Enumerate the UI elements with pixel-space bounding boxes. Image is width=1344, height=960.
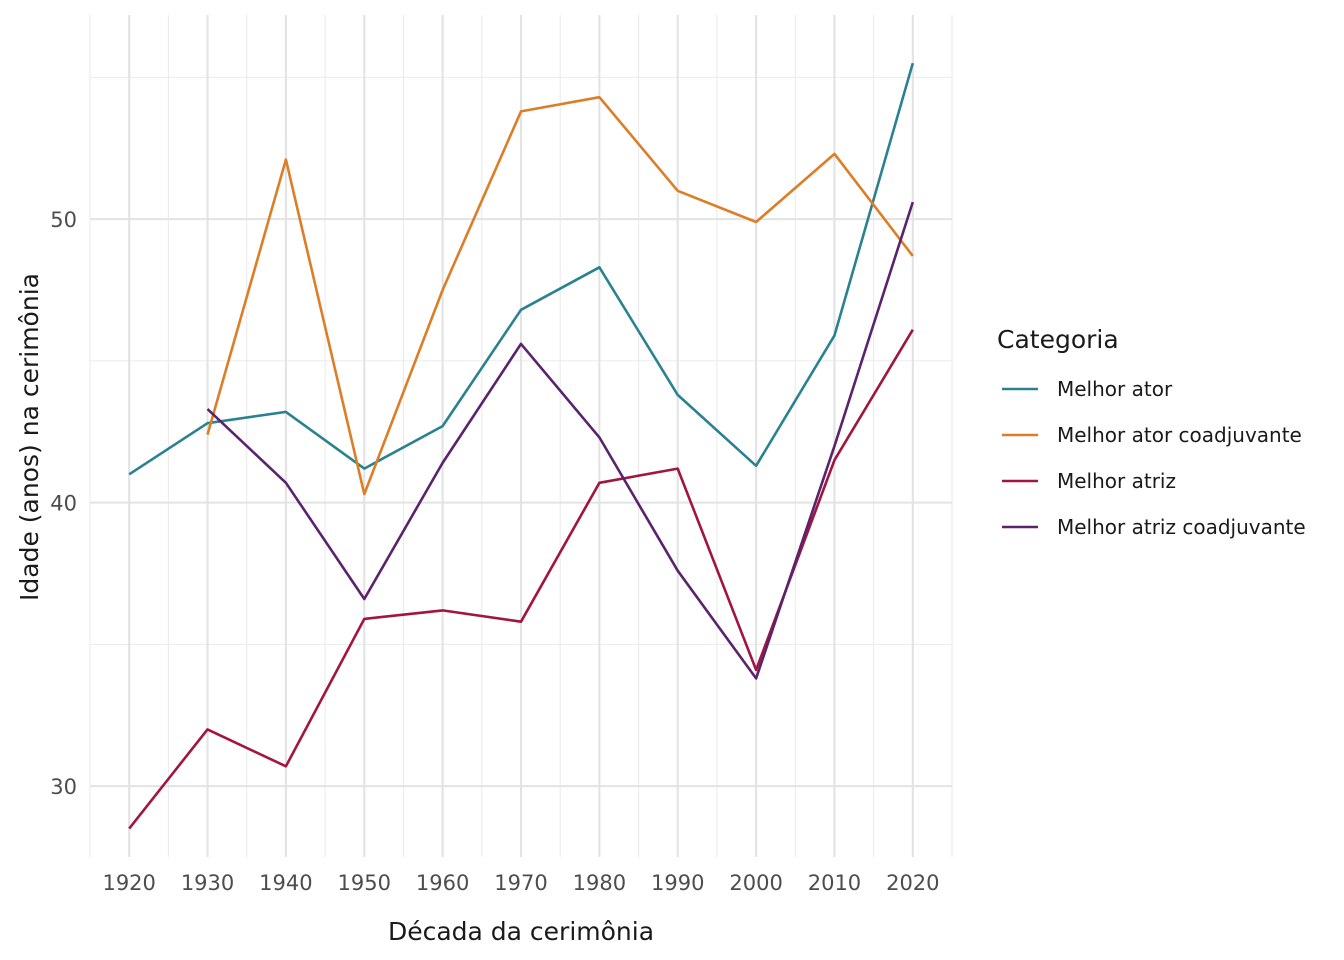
- y-axis-title: Idade (anos) na cerimônia: [15, 273, 44, 601]
- legend-items: Melhor ator Melhor ator coadjuvante Melhor…: [1002, 377, 1306, 539]
- x-tick-label: 1950: [338, 871, 391, 895]
- legend-title: Categoria: [997, 325, 1119, 354]
- legend-label: Melhor atriz coadjuvante: [1057, 515, 1306, 539]
- legend-label: Melhor ator coadjuvante: [1057, 423, 1302, 447]
- x-tick-label: 2010: [808, 871, 861, 895]
- legend-label: Melhor ator: [1057, 377, 1173, 401]
- x-tick-label: 2000: [729, 871, 782, 895]
- tick-labels: 1920 1930 1940 1950 1960 1970 1980 1990 2000 2010…: [50, 208, 939, 895]
- grid: [89, 15, 953, 857]
- legend: Categoria Melhor ator Melhor ator coadjuv…: [997, 325, 1306, 539]
- x-tick-label: 1920: [102, 871, 155, 895]
- legend-label: Melhor atriz: [1057, 469, 1176, 493]
- x-tick-label: 1930: [181, 871, 234, 895]
- x-tick-label: 1990: [651, 871, 704, 895]
- x-tick-label: 2020: [886, 871, 939, 895]
- x-axis-title: Década da cerimônia: [388, 917, 654, 946]
- y-tick-label: 30: [50, 775, 77, 799]
- series-line: [128, 62, 915, 476]
- y-tick-label: 40: [50, 492, 77, 516]
- x-tick-label: 1960: [416, 871, 469, 895]
- x-tick-label: 1980: [573, 871, 626, 895]
- x-tick-label: 1970: [494, 871, 547, 895]
- series-line: [206, 95, 914, 496]
- series-lines: [128, 62, 915, 830]
- series-line: [206, 201, 915, 680]
- y-tick-label: 50: [50, 208, 77, 232]
- x-tick-label: 1940: [259, 871, 312, 895]
